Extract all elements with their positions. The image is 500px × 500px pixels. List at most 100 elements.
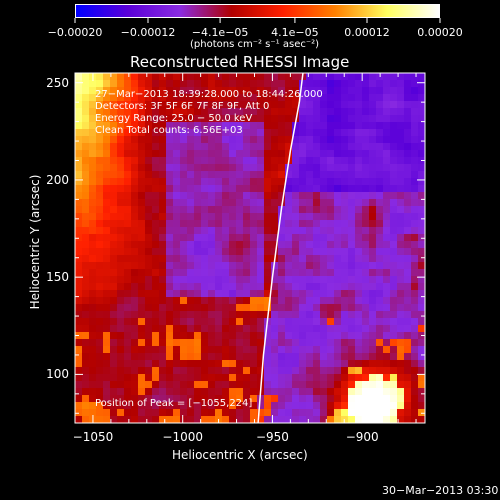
heatmap-cell	[152, 388, 160, 396]
heatmap-cell	[264, 283, 272, 291]
heatmap-cell	[173, 157, 181, 165]
heatmap-cell	[327, 143, 335, 151]
heatmap-cell	[404, 143, 412, 151]
heatmap-cell	[145, 381, 153, 389]
heatmap-cell	[124, 374, 132, 382]
heatmap-cell	[397, 164, 405, 172]
heatmap-cell	[243, 122, 251, 130]
heatmap-cell	[96, 157, 104, 165]
heatmap-cell	[110, 199, 118, 207]
heatmap-cell	[229, 234, 237, 242]
heatmap-cell	[369, 108, 377, 116]
heatmap-cell	[82, 206, 90, 214]
heatmap-cell	[271, 80, 279, 88]
heatmap-cell	[187, 304, 195, 312]
heatmap-cell	[159, 381, 167, 389]
heatmap-cell	[96, 94, 104, 102]
heatmap-cell	[243, 283, 251, 291]
heatmap-cell	[194, 416, 202, 423]
heatmap-cell	[397, 374, 405, 382]
heatmap-cell	[222, 283, 230, 291]
heatmap-cell	[418, 276, 425, 284]
heatmap-cell	[390, 185, 398, 193]
heatmap-cell	[222, 388, 230, 396]
heatmap-cell	[96, 311, 104, 319]
heatmap-cell	[173, 311, 181, 319]
heatmap-cell	[292, 346, 300, 354]
heatmap-cell	[369, 283, 377, 291]
heatmap-cell	[215, 367, 223, 375]
heatmap-cell	[159, 367, 167, 375]
heatmap-cell	[124, 94, 132, 102]
heatmap-cell	[250, 87, 258, 95]
heatmap-cell	[418, 290, 425, 298]
heatmap-cell	[390, 115, 398, 123]
heatmap-cell	[250, 178, 258, 186]
heatmap-cell	[138, 290, 146, 298]
heatmap-cell	[89, 234, 97, 242]
heatmap-cell	[82, 101, 90, 109]
y-tick-label: 100	[46, 367, 69, 382]
heatmap-cell	[362, 346, 370, 354]
heatmap-cell	[334, 87, 342, 95]
heatmap-cell	[236, 108, 244, 116]
heatmap-cell	[82, 150, 90, 158]
heatmap-cell	[75, 227, 83, 235]
heatmap-cell	[369, 227, 377, 235]
heatmap-cell	[250, 80, 258, 88]
heatmap-cell	[257, 122, 265, 130]
heatmap-cell	[292, 290, 300, 298]
heatmap-cell	[82, 234, 90, 242]
heatmap-cell	[173, 325, 181, 333]
heatmap-cell	[194, 311, 202, 319]
heatmap-cell	[103, 80, 111, 88]
heatmap-cell	[194, 115, 202, 123]
heatmap-cell	[397, 143, 405, 151]
heatmap-cell	[411, 178, 419, 186]
heatmap-cell	[271, 178, 279, 186]
heatmap-cell	[138, 311, 146, 319]
heatmap-cell	[390, 80, 398, 88]
heatmap-cell	[292, 311, 300, 319]
heatmap-cell	[131, 332, 139, 340]
heatmap-cell	[131, 143, 139, 151]
heatmap-cell	[201, 395, 209, 403]
heatmap-cell	[208, 108, 216, 116]
heatmap-cell	[75, 269, 83, 277]
heatmap-cell	[348, 311, 356, 319]
heatmap-cell	[236, 332, 244, 340]
heatmap-cell	[180, 339, 188, 347]
heatmap-cell	[411, 290, 419, 298]
heatmap-cell	[96, 290, 104, 298]
heatmap-cell	[159, 185, 167, 193]
heatmap-cell	[278, 129, 286, 137]
heatmap-cell	[222, 395, 230, 403]
heatmap-cell	[327, 94, 335, 102]
heatmap-cell	[362, 115, 370, 123]
heatmap-cell	[82, 395, 90, 403]
heatmap-cell	[362, 381, 370, 389]
heatmap-cell	[89, 178, 97, 186]
heatmap-cell	[110, 304, 118, 312]
heatmap-cell	[166, 73, 174, 81]
heatmap-cell	[201, 346, 209, 354]
heatmap-cell	[264, 367, 272, 375]
heatmap-cell	[96, 304, 104, 312]
heatmap-cell	[250, 122, 258, 130]
heatmap-cell	[264, 115, 272, 123]
heatmap-cell	[299, 129, 307, 137]
heatmap-cell	[306, 416, 314, 423]
heatmap-cell	[313, 115, 321, 123]
heatmap-cell	[327, 157, 335, 165]
heatmap-cell	[327, 325, 335, 333]
heatmap-cell	[341, 374, 349, 382]
heatmap-cell	[320, 178, 328, 186]
heatmap-cell	[215, 241, 223, 249]
heatmap-cell	[390, 220, 398, 228]
heatmap-cell	[390, 262, 398, 270]
heatmap-cell	[278, 374, 286, 382]
heatmap-cell	[271, 171, 279, 179]
heatmap-cell	[306, 122, 314, 130]
heatmap-cell	[285, 290, 293, 298]
heatmap-cell	[271, 318, 279, 326]
